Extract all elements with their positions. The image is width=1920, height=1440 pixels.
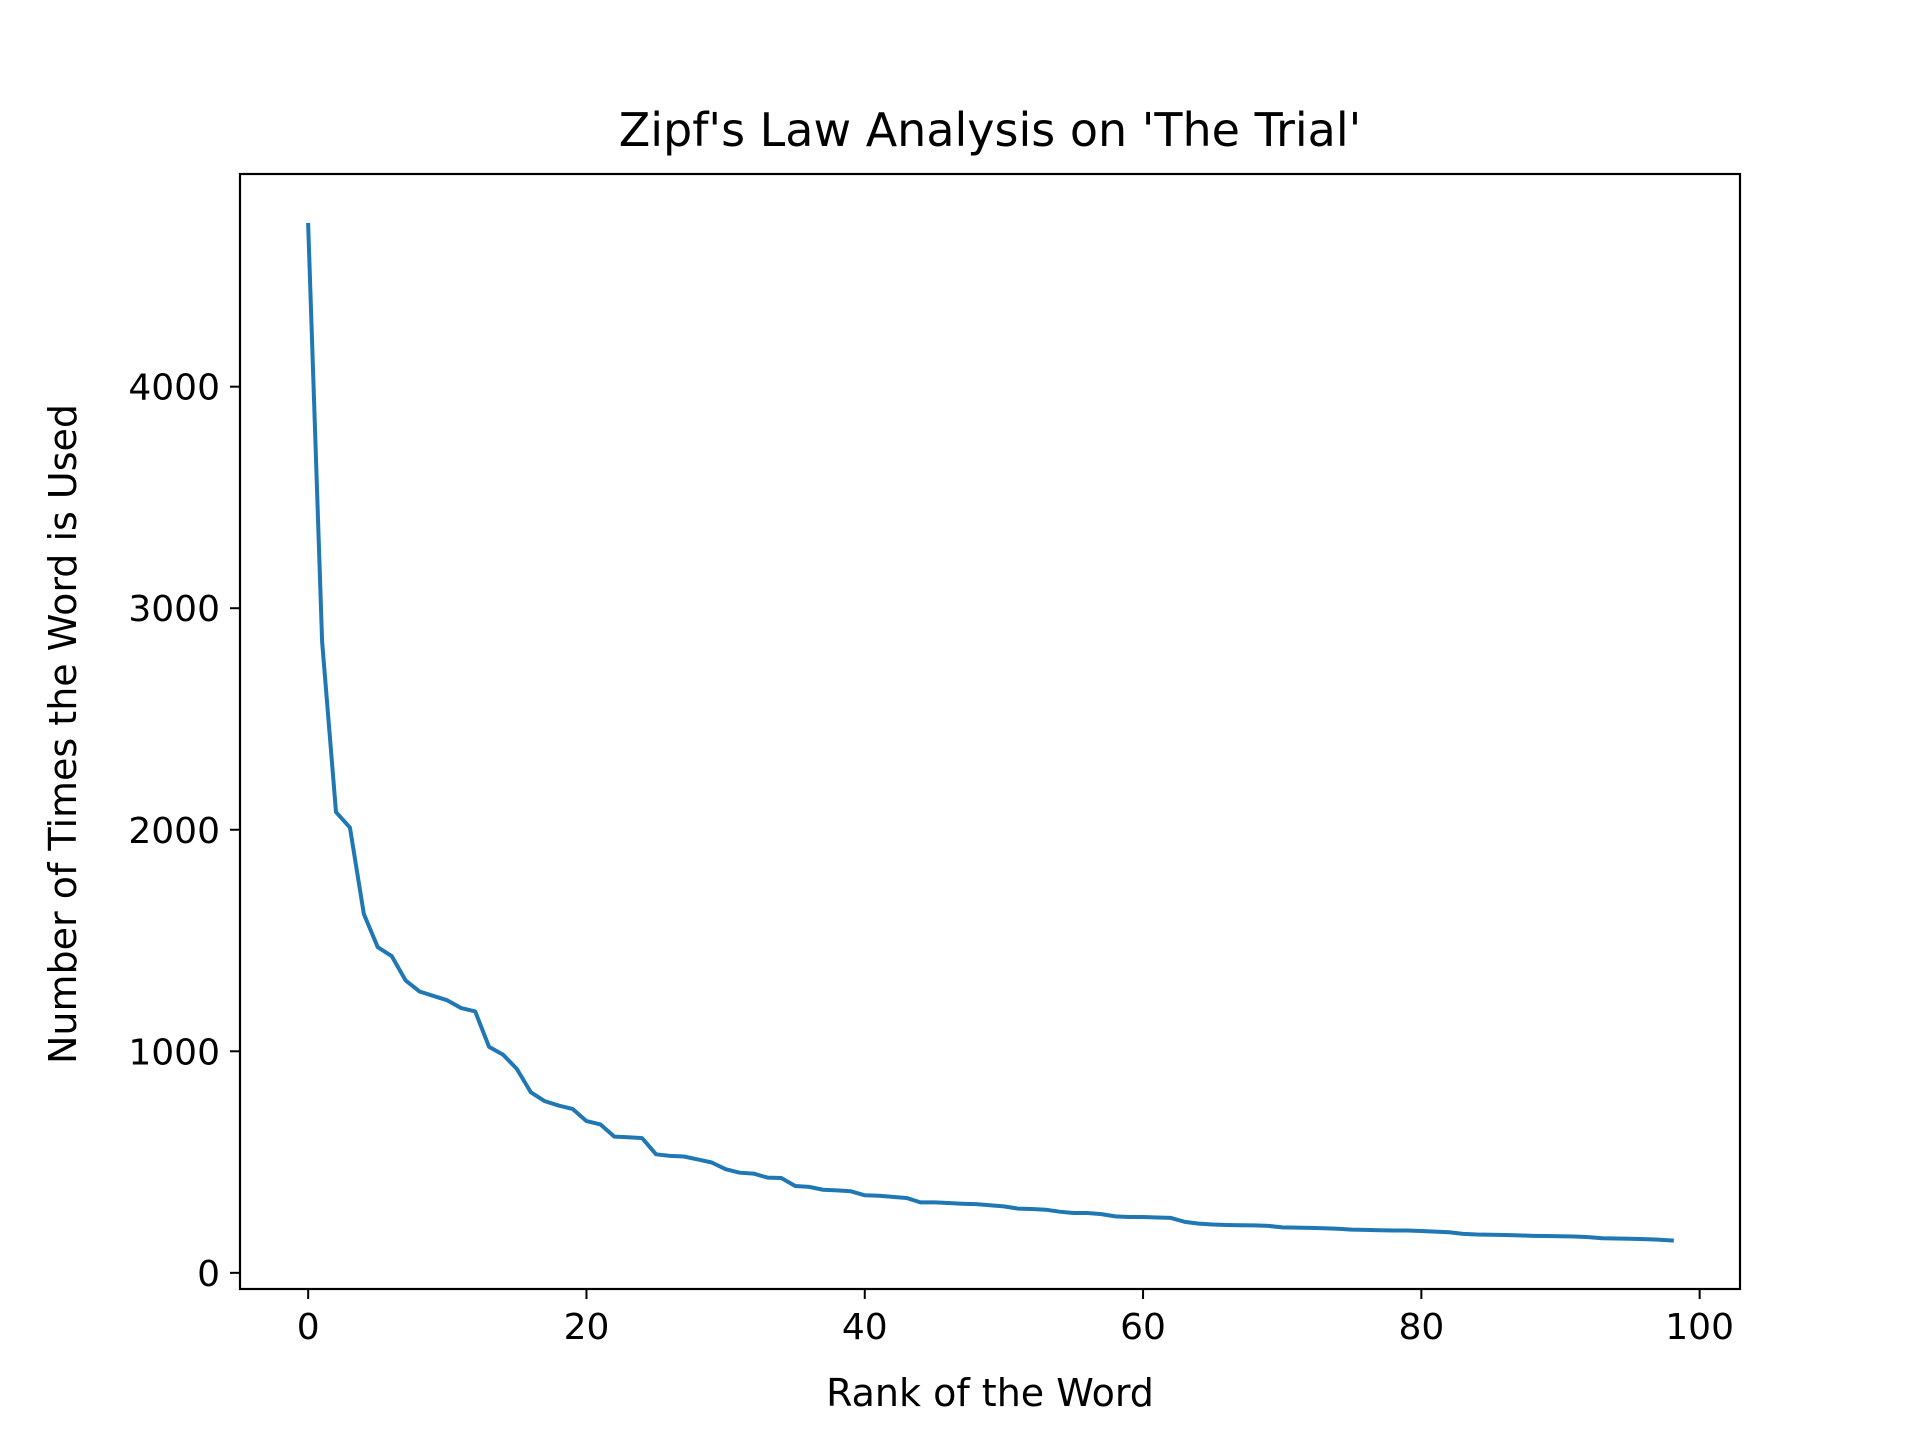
x-axis: 0 20 40 60 80 100 bbox=[297, 1289, 1734, 1348]
x-tick-label: 100 bbox=[1665, 1307, 1734, 1348]
x-tick-label: 40 bbox=[842, 1307, 888, 1348]
x-tick-label: 0 bbox=[297, 1307, 320, 1348]
y-tick-label: 4000 bbox=[128, 368, 220, 409]
chart-title: Zipf's Law Analysis on 'The Trial' bbox=[619, 103, 1362, 157]
y-tick-label: 1000 bbox=[128, 1032, 220, 1073]
x-tick-label: 20 bbox=[564, 1307, 610, 1348]
y-axis: 0 1000 2000 3000 4000 bbox=[128, 368, 240, 1295]
y-axis-label: Number of Times the Word is Used bbox=[41, 404, 85, 1064]
plot-frame bbox=[238, 172, 1742, 1291]
y-tick-label: 0 bbox=[197, 1254, 220, 1295]
y-tick-label: 3000 bbox=[128, 589, 220, 630]
series-line bbox=[306, 222, 1674, 1243]
x-tick-label: 80 bbox=[1398, 1307, 1444, 1348]
x-tick-label: 60 bbox=[1120, 1307, 1166, 1348]
x-axis-label: Rank of the Word bbox=[826, 1371, 1154, 1415]
y-tick-label: 2000 bbox=[128, 811, 220, 852]
